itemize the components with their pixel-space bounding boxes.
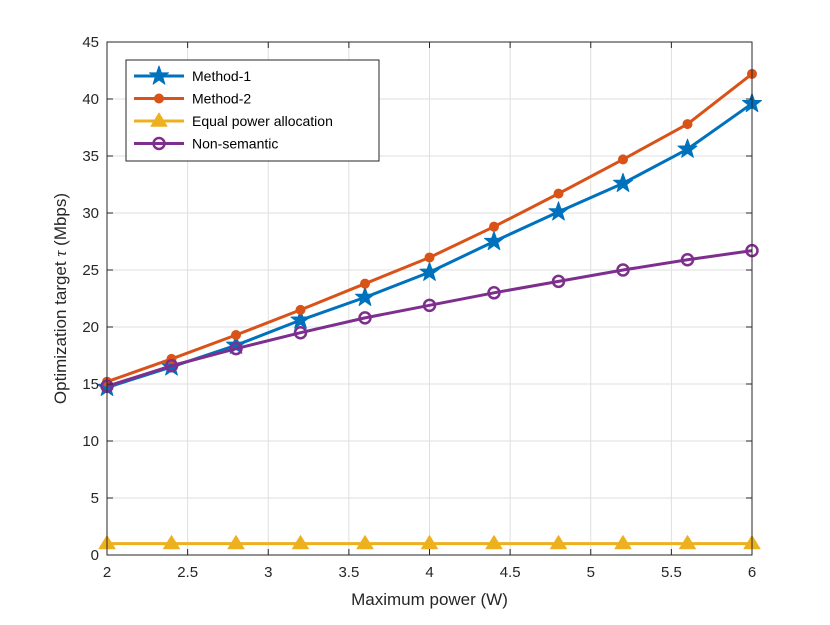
legend-label: Method-2 bbox=[192, 91, 251, 107]
data-point bbox=[548, 201, 569, 221]
legend-marker bbox=[148, 65, 170, 85]
data-point bbox=[354, 286, 376, 306]
data-point bbox=[618, 154, 628, 165]
data-point bbox=[164, 359, 179, 373]
y-tick-label: 0 bbox=[91, 547, 99, 564]
series-2 bbox=[98, 535, 761, 550]
x-tick-label: 3 bbox=[264, 564, 272, 581]
y-tick-label: 30 bbox=[82, 205, 99, 222]
data-point bbox=[487, 286, 501, 300]
x-tick-label: 2.5 bbox=[177, 564, 198, 581]
series-3 bbox=[100, 243, 759, 394]
legend-entry-1: Method-2 bbox=[134, 91, 251, 107]
x-tick-label: 4.5 bbox=[500, 564, 521, 581]
data-point bbox=[553, 188, 564, 199]
data-point bbox=[677, 138, 698, 158]
y-tick-label: 25 bbox=[82, 262, 99, 279]
x-tick-label: 3.5 bbox=[338, 564, 359, 581]
y-axis-label-symbol: τ bbox=[51, 250, 70, 257]
data-point bbox=[483, 231, 505, 251]
data-point bbox=[422, 298, 437, 313]
legend-entry-2: Equal power allocation bbox=[134, 112, 333, 129]
data-point bbox=[612, 172, 634, 192]
x-axis-label: Maximum power (W) bbox=[351, 590, 508, 609]
legend-marker bbox=[150, 112, 168, 127]
series-layer bbox=[96, 68, 763, 550]
data-point bbox=[227, 535, 245, 550]
data-point bbox=[616, 263, 630, 277]
y-tick-label: 20 bbox=[82, 319, 99, 336]
data-point bbox=[419, 261, 440, 281]
x-tick-label: 4 bbox=[425, 564, 433, 581]
data-point bbox=[229, 341, 243, 356]
legend: Method-1 Method-2 Equal power allocation No… bbox=[125, 59, 380, 162]
data-point bbox=[356, 535, 374, 550]
data-point bbox=[421, 535, 438, 550]
data-point bbox=[293, 325, 308, 340]
data-point bbox=[680, 252, 695, 267]
y-tick-label: 40 bbox=[82, 91, 99, 108]
data-point bbox=[551, 274, 566, 289]
data-point bbox=[295, 304, 306, 315]
data-point bbox=[292, 535, 309, 550]
data-point bbox=[163, 535, 180, 550]
y-tick-label: 10 bbox=[82, 433, 99, 450]
y-tick-label: 5 bbox=[91, 490, 99, 507]
data-point bbox=[290, 309, 311, 329]
y-axis-label: Optimization target τ (Mbps) bbox=[51, 193, 70, 404]
data-point bbox=[231, 329, 241, 340]
data-point bbox=[679, 535, 696, 550]
legend-entry-0: Method-1 bbox=[134, 65, 251, 85]
x-tick-label: 2 bbox=[103, 564, 111, 581]
data-point bbox=[550, 535, 567, 550]
data-point bbox=[358, 311, 372, 325]
legend-marker bbox=[154, 93, 164, 104]
y-tick-label: 35 bbox=[82, 148, 99, 165]
y-axis-label-prefix: Optimization target bbox=[51, 257, 70, 404]
data-point bbox=[682, 119, 693, 130]
series-line bbox=[106, 249, 753, 388]
x-tick-label: 5.5 bbox=[661, 564, 682, 581]
legend-label: Equal power allocation bbox=[192, 113, 333, 129]
legend-label: Method-1 bbox=[192, 68, 251, 84]
y-tick-label: 15 bbox=[82, 376, 99, 393]
x-tick-label: 5 bbox=[587, 564, 595, 581]
legend-entry-3: Non-semantic bbox=[134, 136, 278, 152]
axes bbox=[106, 41, 753, 556]
legend-label: Non-semantic bbox=[192, 136, 278, 152]
data-point bbox=[485, 535, 503, 550]
y-tick-label: 45 bbox=[82, 34, 99, 51]
y-axis-label-suffix: (Mbps) bbox=[51, 193, 70, 251]
grid-lines bbox=[106, 41, 753, 556]
data-point bbox=[424, 252, 435, 263]
tick-labels: 2 2.5 3 3.5 4 4.5 5 5.5 6 0 5 10 15 20 25 30 35 40 45 bbox=[82, 34, 756, 581]
data-point bbox=[489, 221, 499, 232]
data-point bbox=[360, 278, 370, 289]
x-tick-label: 6 bbox=[748, 564, 756, 581]
legend-marker bbox=[152, 136, 166, 151]
data-point bbox=[614, 535, 632, 550]
